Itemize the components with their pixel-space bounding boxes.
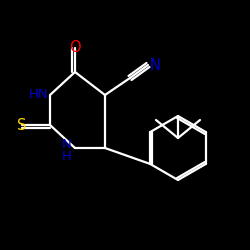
- Text: N: N: [62, 138, 72, 151]
- Text: S: S: [17, 118, 27, 132]
- Text: H: H: [62, 150, 72, 162]
- Text: HN: HN: [28, 88, 48, 102]
- Text: O: O: [69, 40, 81, 56]
- Text: N: N: [150, 58, 160, 72]
